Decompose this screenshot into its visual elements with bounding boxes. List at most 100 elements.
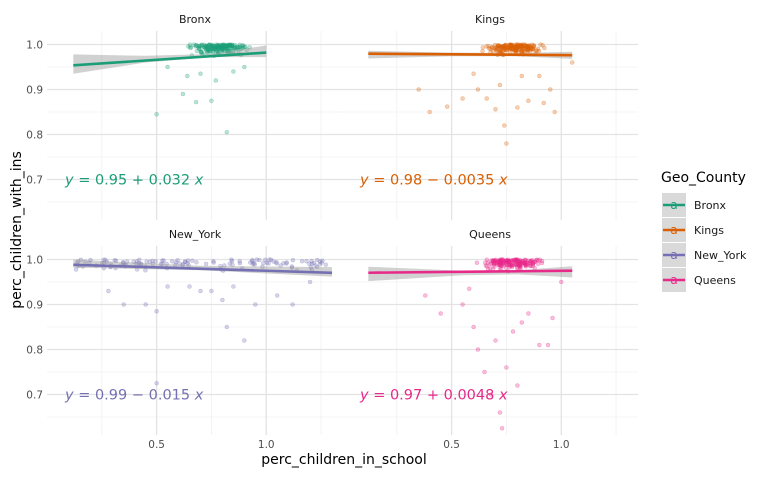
data-point (530, 263, 536, 269)
data-point (315, 257, 320, 263)
data-point (537, 257, 543, 262)
data-point (267, 257, 272, 262)
data-point (205, 48, 211, 53)
regression-equation: y = 0.98 − 0.0035 x (359, 173, 508, 189)
data-point (199, 50, 205, 55)
data-point (514, 258, 519, 264)
data-point (517, 44, 522, 49)
data-point (508, 262, 513, 268)
data-point (216, 45, 222, 51)
data-point (217, 46, 223, 52)
data-point (231, 284, 236, 289)
data-point (509, 264, 515, 270)
data-point (516, 263, 522, 268)
data-point (213, 44, 218, 50)
data-point (487, 265, 493, 271)
data-point (508, 258, 514, 263)
data-point (518, 263, 524, 268)
data-point (187, 284, 192, 289)
data-point (222, 48, 227, 53)
data-point (199, 43, 205, 49)
data-point (213, 47, 219, 53)
strip-label: New_York (169, 228, 222, 241)
data-point (521, 47, 527, 52)
data-point (309, 258, 314, 264)
data-point (219, 44, 224, 50)
data-point (507, 258, 513, 264)
data-point (508, 43, 513, 49)
strip-label: Kings (475, 13, 505, 26)
data-point (524, 262, 530, 267)
data-point (154, 112, 159, 117)
data-point (212, 46, 218, 51)
data-point (244, 47, 249, 52)
data-point (523, 43, 528, 49)
data-point (500, 257, 506, 262)
data-point (510, 46, 515, 52)
data-point (514, 44, 520, 49)
data-point (494, 48, 499, 54)
data-point (521, 48, 527, 54)
data-point (548, 87, 553, 92)
data-point (143, 302, 148, 307)
data-point (423, 293, 428, 298)
data-point (569, 60, 575, 65)
data-point (104, 259, 110, 265)
data-point (514, 258, 519, 263)
data-point (492, 262, 497, 267)
data-point (522, 260, 528, 265)
data-point (238, 46, 243, 52)
data-point (499, 260, 504, 266)
data-point (510, 46, 516, 51)
data-point (520, 44, 525, 50)
data-point (136, 261, 142, 266)
data-point (206, 43, 211, 48)
data-point (243, 44, 248, 50)
data-point (535, 46, 541, 52)
x-tick-label: 1.0 (553, 439, 570, 451)
data-point (507, 44, 512, 50)
data-point (222, 43, 227, 49)
legend-item: a Kings (662, 218, 724, 242)
data-point (153, 259, 158, 264)
data-point (213, 78, 219, 83)
data-point (242, 64, 247, 70)
legend-title: Geo_County (661, 170, 746, 186)
data-point (221, 42, 226, 47)
data-point (500, 44, 506, 50)
data-point (518, 260, 523, 265)
data-point (514, 42, 519, 47)
data-point (242, 338, 247, 343)
data-point (526, 43, 532, 48)
data-point (281, 260, 286, 266)
data-point (501, 45, 507, 51)
data-point (203, 43, 209, 49)
data-point (499, 258, 504, 263)
data-point (513, 257, 519, 262)
data-point (75, 259, 81, 264)
data-point (485, 260, 491, 265)
data-point (525, 47, 531, 53)
data-point (215, 44, 221, 49)
data-point (511, 258, 516, 264)
data-point (496, 46, 502, 52)
data-point (502, 44, 507, 49)
data-point (524, 44, 530, 50)
data-point (209, 288, 214, 294)
data-point (216, 43, 221, 48)
data-point (309, 261, 315, 267)
data-point (534, 257, 539, 263)
data-point (509, 42, 515, 48)
data-point (514, 42, 520, 47)
data-point (513, 258, 518, 264)
data-point (513, 261, 519, 267)
data-point (501, 44, 507, 49)
y-axis-title: perc_children_with_ins (9, 151, 25, 309)
data-point (212, 45, 218, 51)
data-point (504, 141, 509, 146)
data-point (496, 262, 502, 267)
data-point (512, 43, 518, 48)
data-point (225, 43, 230, 49)
data-point (121, 302, 126, 307)
